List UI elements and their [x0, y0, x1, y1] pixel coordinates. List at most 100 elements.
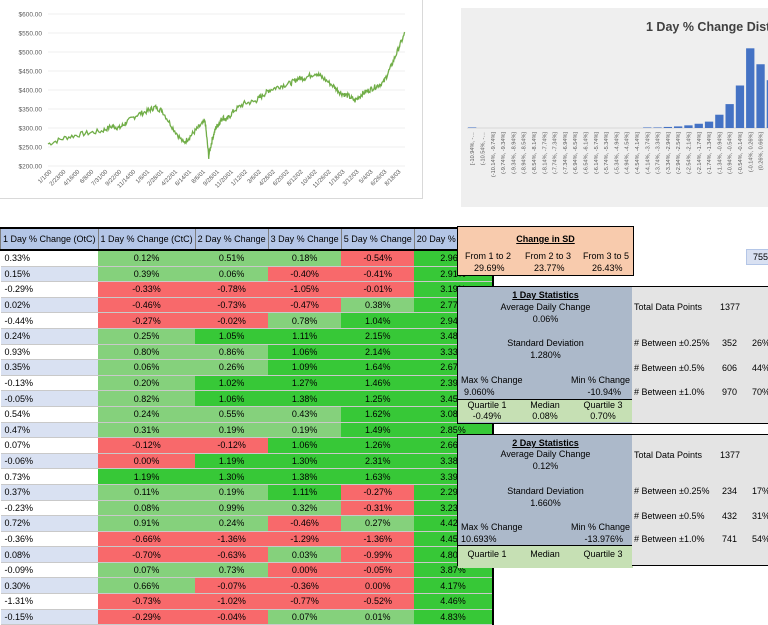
one-day-sd-value[interactable]: 1.280% [530, 350, 561, 360]
table-cell[interactable]: 2.31% [341, 453, 415, 470]
table-cell[interactable]: 0.73% [195, 562, 269, 579]
table-cell[interactable]: 0.27% [341, 515, 415, 532]
table-cell[interactable]: 0.91% [98, 515, 196, 532]
table-cell[interactable]: 1.64% [341, 359, 415, 376]
table-cell[interactable]: 0.47% [0, 422, 99, 439]
table-cell[interactable]: 1.05% [195, 328, 269, 345]
table-cell[interactable]: 0.99% [195, 500, 269, 517]
table-cell[interactable]: -0.36% [0, 531, 99, 548]
table-cell[interactable]: 0.01% [341, 609, 415, 625]
two-day-b1-count[interactable]: 741 [722, 534, 738, 544]
table-cell[interactable]: 0.08% [0, 546, 99, 563]
table-cell[interactable]: 0.38% [341, 297, 415, 314]
one-day-min-value[interactable]: -10.94% [587, 387, 621, 397]
table-cell[interactable]: 1.26% [341, 437, 415, 454]
one-day-b025-count[interactable]: 352 [722, 338, 738, 348]
two-day-b025-pct[interactable]: 17% [752, 486, 768, 496]
table-cell[interactable]: 1.25% [341, 390, 415, 407]
table-cell[interactable]: -0.31% [341, 500, 415, 517]
sd-value-3-5[interactable]: 26.43% [592, 263, 623, 273]
side-value-cell[interactable]: 755 [746, 249, 768, 265]
one-day-b025-pct[interactable]: 26% [752, 338, 768, 348]
one-day-median-value[interactable]: 0.08% [532, 411, 558, 421]
table-cell[interactable]: -0.99% [341, 546, 415, 563]
table-cell[interactable]: -0.13% [0, 375, 99, 392]
sd-value-2-3[interactable]: 23.77% [534, 263, 565, 273]
table-cell[interactable]: 1.11% [268, 328, 342, 345]
two-day-b05-pct[interactable]: 31% [752, 511, 768, 521]
table-cell[interactable]: -1.02% [195, 593, 269, 610]
table-cell[interactable]: -0.78% [195, 281, 269, 298]
table-cell[interactable]: -0.12% [195, 437, 269, 454]
table-cell[interactable]: 0.07% [0, 437, 99, 454]
one-day-b1-pct[interactable]: 70% [752, 387, 768, 397]
table-cell[interactable]: -0.01% [341, 281, 415, 298]
table-cell[interactable]: -0.54% [341, 250, 415, 267]
table-cell[interactable]: 1.38% [268, 468, 342, 485]
table-cell[interactable]: 0.82% [98, 390, 196, 407]
header-5day[interactable]: 5 Day % Change [340, 227, 415, 251]
table-cell[interactable]: -1.36% [195, 531, 269, 548]
table-cell[interactable]: 1.06% [268, 344, 342, 361]
table-cell[interactable]: -1.31% [0, 593, 99, 610]
header-2day[interactable]: 2 Day % Change [194, 227, 269, 251]
table-cell[interactable]: 0.30% [0, 577, 99, 595]
table-cell[interactable]: 0.37% [0, 484, 99, 501]
one-day-q3-value[interactable]: 0.70% [590, 411, 616, 421]
table-cell[interactable]: 0.00% [98, 453, 196, 470]
table-cell[interactable]: 0.02% [0, 297, 99, 314]
table-cell[interactable]: -0.47% [268, 297, 342, 314]
two-day-b05-count[interactable]: 432 [722, 511, 738, 521]
table-cell[interactable]: -0.70% [98, 546, 196, 563]
table-cell[interactable]: 0.55% [195, 406, 269, 423]
table-cell[interactable]: -0.63% [195, 546, 269, 563]
table-cell[interactable]: -1.29% [268, 531, 342, 548]
table-cell[interactable]: 0.24% [195, 515, 269, 532]
table-cell[interactable]: -0.23% [0, 500, 99, 517]
table-cell[interactable]: -0.05% [0, 390, 99, 407]
table-cell[interactable]: 1.04% [341, 312, 415, 329]
table-cell[interactable]: -0.06% [0, 453, 99, 470]
two-day-b1-pct[interactable]: 54% [752, 534, 768, 544]
table-cell[interactable]: 0.43% [268, 406, 342, 423]
table-cell[interactable]: -0.29% [0, 281, 99, 298]
table-cell[interactable]: -0.05% [341, 562, 415, 579]
two-day-max-value[interactable]: 10.693% [461, 534, 497, 544]
table-cell[interactable]: 0.25% [98, 328, 196, 345]
table-cell[interactable]: 1.06% [195, 390, 269, 407]
table-cell[interactable]: 0.11% [98, 484, 196, 501]
table-cell[interactable]: -0.15% [0, 609, 99, 625]
two-day-b025-count[interactable]: 234 [722, 486, 738, 496]
table-cell[interactable]: 1.09% [268, 359, 342, 376]
table-cell[interactable]: 1.27% [268, 375, 342, 392]
table-cell[interactable]: 1.30% [268, 453, 342, 470]
table-cell[interactable]: -1.05% [268, 281, 342, 298]
table-cell[interactable]: -0.12% [98, 437, 196, 454]
header-1day-ctc[interactable]: 1 Day % Change (CtC) [97, 227, 196, 251]
table-cell[interactable]: -0.33% [98, 281, 196, 298]
table-cell[interactable]: 4.83% [414, 609, 494, 625]
table-cell[interactable]: -0.02% [195, 312, 269, 329]
table-cell[interactable]: 0.66% [98, 577, 196, 595]
table-cell[interactable]: 0.78% [268, 312, 342, 329]
table-cell[interactable]: -0.36% [268, 577, 342, 595]
table-cell[interactable]: 1.49% [341, 422, 415, 439]
table-cell[interactable]: 0.26% [195, 359, 269, 376]
table-cell[interactable]: 0.54% [0, 406, 99, 423]
table-cell[interactable]: -0.29% [98, 609, 196, 625]
table-cell[interactable]: 4.46% [414, 593, 494, 610]
table-cell[interactable]: 0.00% [341, 577, 415, 595]
table-cell[interactable]: -0.77% [268, 593, 342, 610]
table-cell[interactable]: 2.15% [341, 328, 415, 345]
table-cell[interactable]: 0.07% [98, 562, 196, 579]
table-cell[interactable]: 0.73% [0, 468, 99, 485]
table-cell[interactable]: -0.27% [98, 312, 196, 329]
one-day-b05-pct[interactable]: 44% [752, 363, 768, 373]
table-cell[interactable]: -0.09% [0, 562, 99, 579]
table-cell[interactable]: 0.24% [0, 328, 99, 345]
table-cell[interactable]: 0.06% [98, 359, 196, 376]
table-cell[interactable]: 0.12% [98, 250, 196, 267]
one-day-avg-value[interactable]: 0.06% [532, 314, 559, 324]
table-cell[interactable]: -0.73% [195, 297, 269, 314]
table-cell[interactable]: 0.72% [0, 515, 99, 532]
